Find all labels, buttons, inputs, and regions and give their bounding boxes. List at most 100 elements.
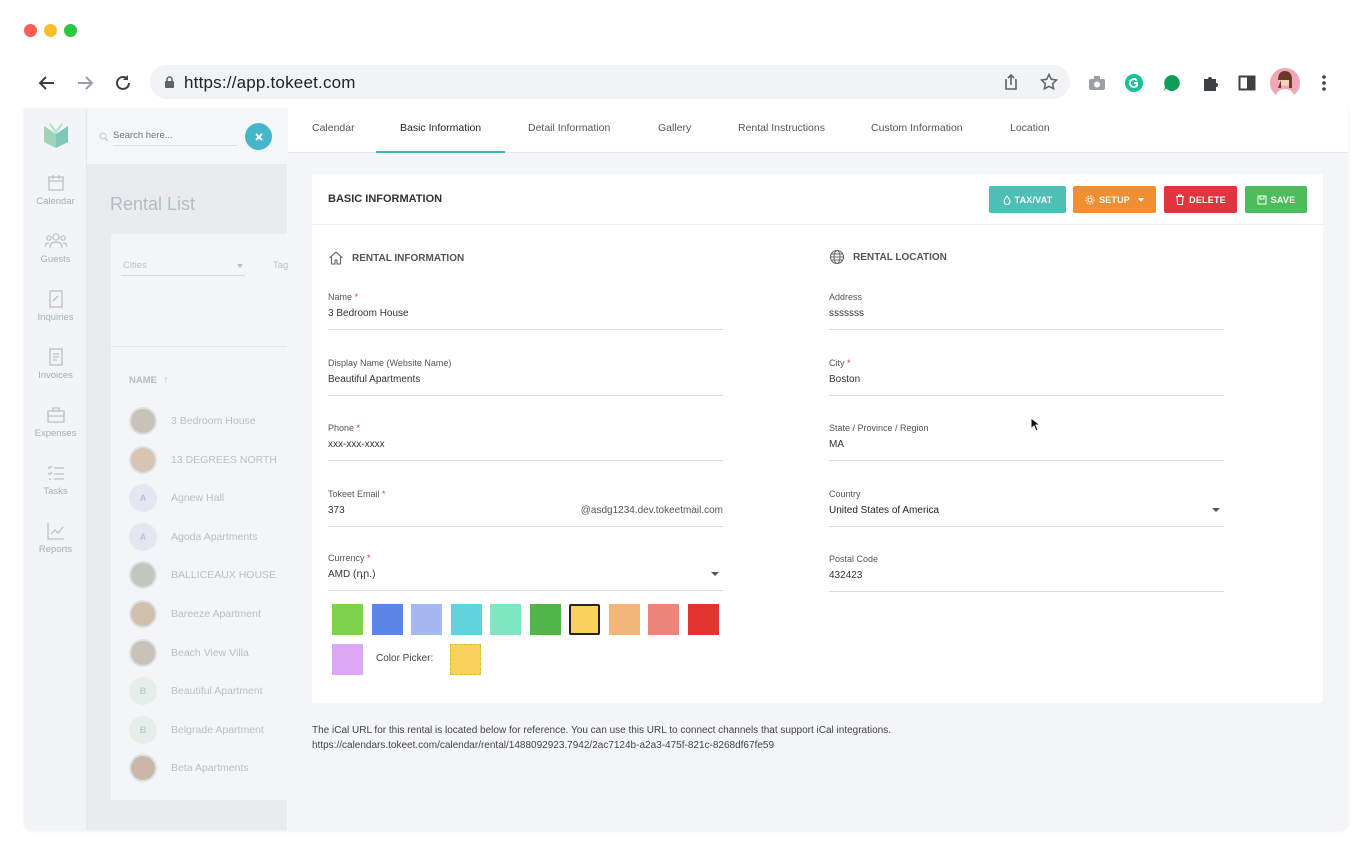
postal-code-field[interactable]: Postal Code 432423 bbox=[829, 554, 1224, 592]
back-button[interactable] bbox=[34, 70, 60, 96]
name-field[interactable]: Name * 3 Bedroom House bbox=[328, 292, 723, 330]
currency-value: AMD (դր.) bbox=[328, 569, 376, 580]
cities-filter[interactable]: Cities bbox=[121, 256, 245, 276]
city-field[interactable]: City * Boston bbox=[829, 358, 1224, 396]
sidebar: Calendar Guests Inquiries Invoices Expen… bbox=[24, 108, 87, 830]
cities-filter-label: Cities bbox=[123, 260, 147, 271]
sidebar-item-label: Invoices bbox=[38, 370, 73, 381]
color-swatch[interactable] bbox=[332, 604, 363, 635]
color-swatch[interactable] bbox=[529, 604, 561, 635]
sidebar-item-invoices[interactable]: Invoices bbox=[24, 348, 87, 381]
list-item[interactable]: A Agnew Hall bbox=[129, 483, 289, 513]
tab-gallery[interactable]: Gallery bbox=[658, 122, 692, 134]
tab-basic-information[interactable]: Basic Information bbox=[400, 122, 482, 134]
drop-icon bbox=[1003, 194, 1011, 205]
tab-detail-information[interactable]: Detail Information bbox=[528, 122, 611, 134]
trash-icon bbox=[1176, 194, 1185, 205]
sidebar-item-reports[interactable]: Reports bbox=[24, 522, 87, 555]
profile-avatar[interactable] bbox=[1270, 68, 1300, 98]
list-item-name: Bareeze Apartment bbox=[171, 608, 261, 620]
list-item[interactable]: B Beautiful Apartment bbox=[129, 676, 289, 706]
sidebar-item-calendar[interactable]: Calendar bbox=[24, 174, 87, 207]
display-name-label: Display Name (Website Name) bbox=[328, 358, 452, 368]
forward-button[interactable] bbox=[72, 70, 98, 96]
color-picker-label: Color Picker: bbox=[376, 653, 434, 664]
country-select[interactable]: Country United States of America bbox=[829, 489, 1224, 527]
list-item[interactable]: Beta Apartments bbox=[129, 753, 289, 783]
sidebar-item-label: Inquiries bbox=[37, 312, 74, 323]
sidebar-item-label: Reports bbox=[38, 544, 73, 555]
puzzle-extensions-icon[interactable] bbox=[1199, 72, 1221, 94]
list-item[interactable]: Beach View Villa bbox=[129, 638, 289, 668]
close-panel-button[interactable] bbox=[245, 123, 272, 150]
list-item[interactable]: B Belgrade Apartment bbox=[129, 715, 289, 745]
maximize-window-button[interactable] bbox=[64, 24, 77, 37]
address-bar[interactable]: https://app.tokeet.com bbox=[150, 65, 1070, 99]
address-field[interactable]: Address sssssss bbox=[829, 292, 1224, 330]
avatar: B bbox=[129, 677, 157, 706]
delete-button[interactable]: DELETE bbox=[1164, 186, 1237, 213]
color-swatch[interactable] bbox=[687, 604, 719, 635]
tokeet-logo[interactable] bbox=[42, 122, 70, 150]
list-item[interactable]: Bareeze Apartment bbox=[129, 599, 289, 629]
search-input[interactable] bbox=[113, 126, 237, 146]
list-item[interactable]: BALLICEAUX HOUSE bbox=[129, 560, 289, 590]
sidepanel-icon[interactable] bbox=[1236, 72, 1258, 94]
name-label: Name * bbox=[328, 292, 358, 302]
color-swatch[interactable] bbox=[608, 604, 640, 635]
name-column-header[interactable]: NAME ↑ bbox=[129, 375, 168, 386]
share-icon[interactable] bbox=[1002, 73, 1020, 91]
display-name-field[interactable]: Display Name (Website Name) Beautiful Ap… bbox=[328, 358, 723, 396]
tab-location[interactable]: Location bbox=[1010, 122, 1050, 134]
save-button[interactable]: SAVE bbox=[1245, 186, 1307, 213]
color-swatch[interactable] bbox=[569, 604, 600, 635]
app-window: Calendar Guests Inquiries Invoices Expen… bbox=[24, 108, 1348, 830]
gear-icon bbox=[1085, 195, 1095, 204]
tax-vat-button[interactable]: TAX/VAT bbox=[989, 186, 1066, 213]
ical-url[interactable]: https://calendars.tokeet.com/calendar/re… bbox=[312, 740, 775, 751]
color-swatch[interactable] bbox=[450, 604, 482, 635]
name-column-label: NAME bbox=[129, 375, 157, 386]
color-picker-button[interactable] bbox=[450, 644, 481, 675]
main-content: Calendar Basic Information Detail Inform… bbox=[288, 108, 1348, 830]
setup-button[interactable]: SETUP bbox=[1073, 186, 1156, 213]
menu-kebab-icon[interactable] bbox=[1313, 72, 1335, 94]
grammarly-extension-icon[interactable] bbox=[1123, 72, 1145, 94]
sidebar-item-guests[interactable]: Guests bbox=[24, 232, 87, 265]
avatar bbox=[129, 407, 157, 435]
color-swatch[interactable] bbox=[332, 644, 363, 675]
sidebar-item-tasks[interactable]: Tasks bbox=[24, 464, 87, 497]
currency-select[interactable]: Currency * AMD (դր.) bbox=[328, 553, 723, 591]
chat-extension-icon[interactable] bbox=[1161, 72, 1183, 94]
arrow-left-icon bbox=[38, 76, 54, 90]
minimize-window-button[interactable] bbox=[44, 24, 57, 37]
list-item[interactable]: 13 DEGREES NORTH bbox=[129, 445, 289, 475]
state-field[interactable]: State / Province / Region MA bbox=[829, 423, 1224, 461]
list-item-name: BALLICEAUX HOUSE bbox=[171, 569, 277, 582]
sidebar-item-expenses[interactable]: Expenses bbox=[24, 406, 87, 439]
tokeet-email-field[interactable]: Tokeet Email * 373 @asdg1234.dev.tokeetm… bbox=[328, 489, 723, 527]
chevron-down-icon bbox=[1212, 508, 1220, 512]
list-item[interactable]: 3 Bedroom House bbox=[129, 406, 289, 436]
color-swatch[interactable] bbox=[648, 604, 679, 635]
tab-custom-information[interactable]: Custom Information bbox=[871, 122, 963, 134]
color-swatch[interactable] bbox=[490, 604, 521, 635]
camera-extension-icon[interactable] bbox=[1086, 72, 1108, 94]
tokeet-email-value: 373 bbox=[328, 505, 345, 516]
star-icon[interactable] bbox=[1040, 73, 1058, 91]
color-swatch[interactable] bbox=[411, 604, 442, 635]
list-item[interactable]: A Agoda Apartments bbox=[129, 522, 289, 552]
color-swatch[interactable] bbox=[371, 604, 403, 635]
rental-information-heading: RENTAL INFORMATION bbox=[328, 250, 464, 266]
tags-filter-label[interactable]: Tag bbox=[273, 260, 289, 271]
save-label: SAVE bbox=[1270, 194, 1296, 205]
tab-calendar[interactable]: Calendar bbox=[312, 122, 355, 134]
required-marker: * bbox=[354, 292, 359, 302]
phone-field[interactable]: Phone * xxx-xxx-xxxx bbox=[328, 423, 723, 461]
close-window-button[interactable] bbox=[24, 24, 37, 37]
reload-button[interactable] bbox=[110, 70, 136, 96]
city-value: Boston bbox=[829, 374, 861, 385]
sort-arrow-icon: ↑ bbox=[163, 375, 169, 386]
tab-rental-instructions[interactable]: Rental Instructions bbox=[738, 122, 825, 134]
sidebar-item-inquiries[interactable]: Inquiries bbox=[24, 290, 87, 323]
